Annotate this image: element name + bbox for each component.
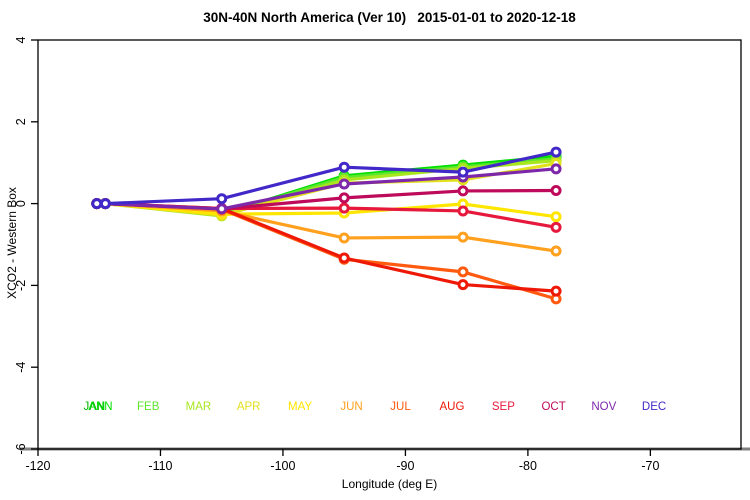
series-point-aug [550,285,562,297]
x-tick-label: -120 [25,459,50,473]
series-point-dec [338,161,350,173]
series-point-may [550,211,562,223]
chart-title: 30N-40N North America (Ver 10) 2015-01-0… [203,10,576,25]
series-point-dec [457,166,469,178]
x-tick-label: -90 [396,459,414,473]
month-label-feb: FEB [137,401,160,413]
x-tick-label: -100 [270,459,295,473]
month-label-jan: JAN [83,401,105,413]
series-line-nov [95,167,558,211]
month-label-ann: ANN [88,401,112,413]
month-label-jul: JUL [390,401,411,413]
x-tick-label: -70 [641,459,659,473]
series-point-sep [338,202,350,214]
y-tick-label: 0 [14,200,28,207]
series-point-jun [338,232,350,244]
month-label-nov: NOV [591,401,616,413]
month-label-jun: JUN [340,401,362,413]
series-point-dec [99,198,111,210]
plot-box [37,39,742,450]
month-label-may: MAY [288,401,312,413]
series-point-sep [550,221,562,233]
y-axis-label: XCO2 - Western Box [5,187,19,299]
month-label-oct: OCT [541,401,565,413]
series-point-dec [216,193,228,205]
series-point-nov [550,163,562,175]
y-tick-label: 4 [14,36,28,43]
series-point-jun [550,245,562,257]
series-point-oct [550,185,562,197]
series-point-aug [338,252,350,264]
y-tick-label: -4 [14,362,28,373]
month-label-sep: SEP [492,401,515,413]
month-label-apr: APR [237,401,261,413]
series-line-dec [95,150,558,206]
y-tick-label: 2 [14,118,28,125]
y-tick-label: -2 [14,280,28,291]
month-label-mar: MAR [186,401,212,413]
x-tick-label: -110 [148,459,172,473]
series-point-oct [457,185,469,197]
month-label-aug: AUG [440,401,465,413]
x-tick-label: -80 [519,459,537,473]
month-label-dec: DEC [642,401,666,413]
series-point-nov [338,178,350,190]
series-point-aug [457,279,469,291]
series-point-sep [457,205,469,217]
x-axis-label: Longitude (deg E) [341,477,438,491]
series-point-oct [338,192,350,204]
series-point-jul [457,266,469,278]
series-point-dec [550,146,562,158]
series-point-dec [91,198,103,210]
series-point-nov [216,203,228,215]
series-point-jun [457,231,469,243]
y-tick-label: -6 [14,443,28,454]
